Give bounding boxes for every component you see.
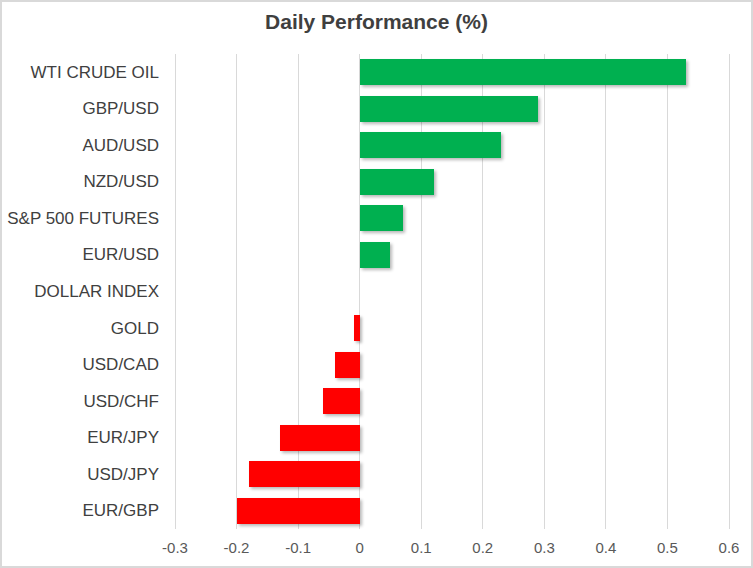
x-tick-label: 0.5 [657,539,678,556]
x-tick-label: 0.3 [534,539,555,556]
x-tick-label: -0.2 [224,539,250,556]
gridline [421,54,422,529]
category-label: EUR/GBP [2,502,159,519]
plot-area [175,54,729,529]
bar-positive [360,96,539,122]
gridline [236,54,237,529]
gridline [544,54,545,529]
bar-negative [323,388,360,414]
gridline [175,54,176,529]
bar-negative [237,498,360,524]
chart-title: Daily Performance (%) [2,10,751,34]
gridline [482,54,483,529]
category-label: EUR/USD [2,246,159,263]
category-label: GBP/USD [2,100,159,117]
x-tick-label: 0.4 [595,539,616,556]
gridline [729,54,730,529]
x-tick-label: 0.2 [472,539,493,556]
category-label: S&P 500 FUTURES [2,210,159,227]
gridline [298,54,299,529]
category-label: NZD/USD [2,173,159,190]
bar-negative [249,461,360,487]
category-label: AUD/USD [2,137,159,154]
gridline [667,54,668,529]
x-tick-label: 0 [355,539,363,556]
category-label: WTI CRUDE OIL [2,64,159,81]
x-tick-label: -0.1 [285,539,311,556]
bar-positive [360,169,434,195]
x-tick-label: 0.6 [719,539,740,556]
category-label: EUR/JPY [2,429,159,446]
bar-positive [360,132,502,158]
gridline [605,54,606,529]
bar-negative [335,352,360,378]
category-label: DOLLAR INDEX [2,283,159,300]
category-label: GOLD [2,320,159,337]
category-label: USD/CHF [2,393,159,410]
category-label: USD/CAD [2,356,159,373]
bar-positive [360,205,403,231]
bar-positive [360,242,391,268]
gridline [359,54,360,529]
x-tick-label: -0.3 [162,539,188,556]
bar-negative [354,315,360,341]
bar-positive [360,59,686,85]
category-label: USD/JPY [2,466,159,483]
bar-negative [280,425,360,451]
x-tick-label: 0.1 [411,539,432,556]
daily-performance-chart: Daily Performance (%) -0.3 -0.2 -0.1 0 0.1 0.… [0,0,753,568]
